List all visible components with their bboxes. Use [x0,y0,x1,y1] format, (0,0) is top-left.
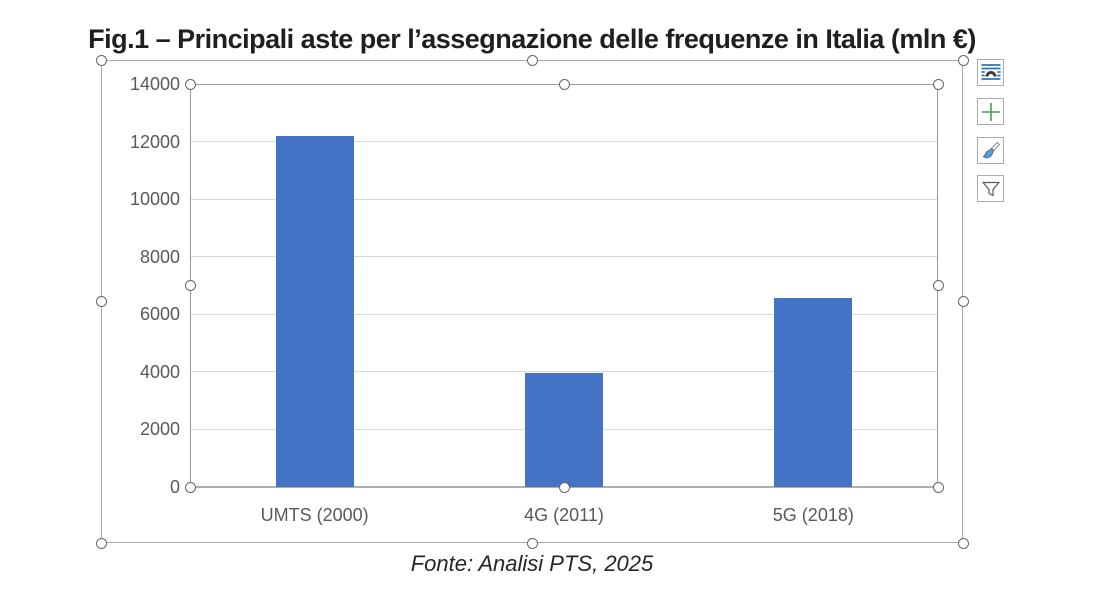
y-axis-tick-label[interactable]: 2000 [139,419,180,440]
chart-styles-button[interactable] [977,137,1004,164]
source-note: Fonte: Analisi PTS, 2025 [410,551,654,576]
plot-selection-handle-top-left[interactable] [184,78,196,90]
chart-selection-handle-top-right[interactable] [957,54,969,66]
y-axis-tick-label[interactable]: 4000 [139,361,180,382]
layout-options-button[interactable] [977,59,1004,86]
chart-selection-handle-middle-right[interactable] [957,296,969,307]
plot-selection-handle-top-right[interactable] [932,78,944,90]
chart-selection-handle-bottom-center[interactable] [526,537,538,549]
chart-filters-button[interactable] [977,175,1004,202]
y-axis-tick-label[interactable]: 0 [169,477,180,497]
x-axis-category-label[interactable]: 5G (2018) [772,505,854,525]
gridline [190,198,938,200]
paintbrush-icon [981,141,1001,161]
layout-options-icon [981,63,1001,83]
gridline [190,256,938,258]
gridline [190,141,938,143]
plus-icon [981,102,1001,122]
plot-selection-handle-top-center[interactable] [558,78,570,90]
plot-selection-handle-middle-right[interactable] [932,280,944,291]
plot-selection-handle-bottom-center[interactable] [558,481,570,493]
gridline [190,313,938,315]
y-axis-tick-label[interactable]: 14000 [129,74,180,94]
plot-selection-handle-bottom-left[interactable] [184,481,196,493]
y-axis-tick-label[interactable]: 10000 [129,189,180,210]
y-axis-tick-label[interactable]: 6000 [139,304,180,325]
bar-4G (2011)[interactable] [525,373,603,487]
chart-selection-handle-bottom-left[interactable] [95,537,107,549]
chart-title: Fig.1 – Principali aste per l’assegnazio… [88,24,976,54]
bar-UMTS (2000)[interactable] [275,135,354,487]
chart-selection-handle-top-left[interactable] [95,54,107,66]
y-axis-tick-label[interactable]: 8000 [139,246,180,267]
gridline [190,371,938,373]
chart-selection-handle-middle-left[interactable] [95,296,107,307]
x-axis-category-label[interactable]: 4G (2011) [524,505,604,525]
y-axis-tick-label[interactable]: 12000 [129,131,180,152]
chart-selection-handle-top-center[interactable] [526,54,538,66]
chart-elements-button[interactable] [977,98,1004,125]
chart-selection-handle-bottom-right[interactable] [957,537,969,549]
plot-selection-handle-middle-left[interactable] [184,280,196,291]
plot-selection-handle-bottom-right[interactable] [932,481,944,493]
x-axis-category-label[interactable]: UMTS (2000) [260,505,369,525]
bar-5G (2018)[interactable] [774,298,853,487]
funnel-icon [981,179,1001,199]
